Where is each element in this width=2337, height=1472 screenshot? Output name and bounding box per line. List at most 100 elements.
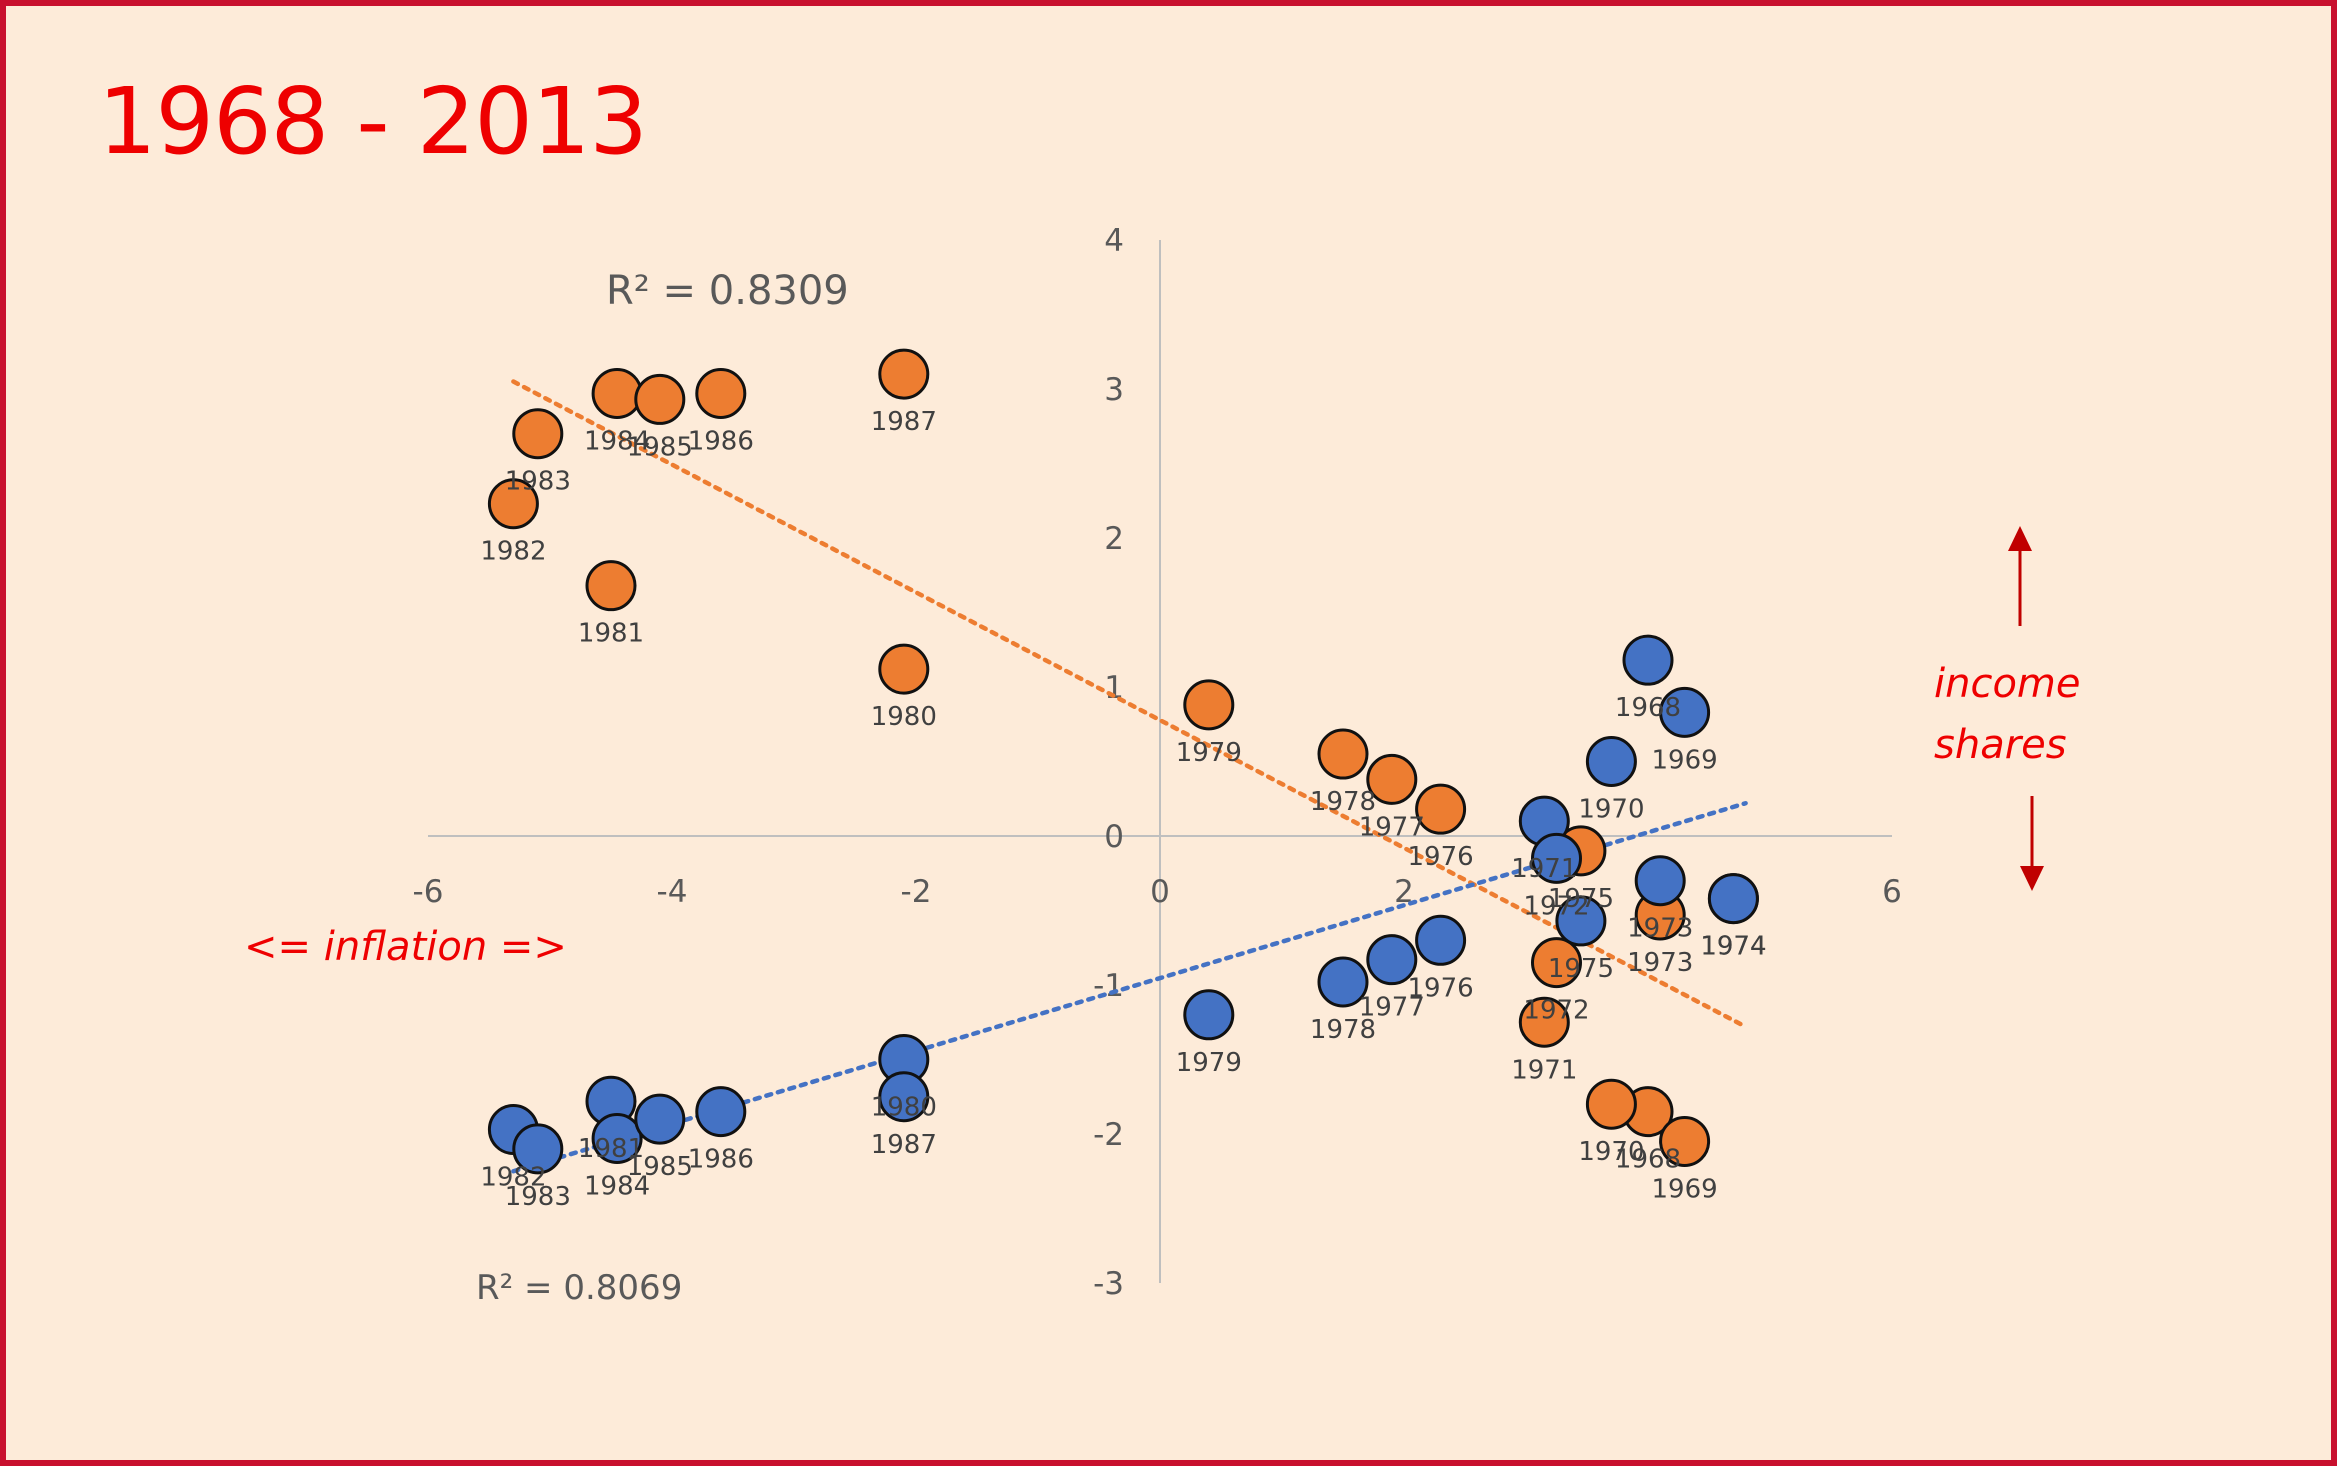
point-label-blue-1979: 1979 [1176,1048,1242,1078]
down-arrow-head [2020,866,2044,891]
x-tick-label: -6 [413,874,444,910]
income-label: income [1934,661,2081,707]
point-orange-1980 [878,643,930,695]
point-blue-1973 [1634,855,1686,907]
point-label-orange-1972: 1972 [1523,996,1589,1026]
y-tick-label: -3 [1093,1266,1124,1302]
y-tick-label: -2 [1093,1117,1124,1153]
point-label-orange-1969: 1969 [1652,1174,1718,1204]
point-label-blue-1974: 1974 [1700,932,1766,962]
point-label-blue-1973: 1973 [1627,914,1693,944]
point-orange-1984 [591,367,643,419]
point-label-orange-1977: 1977 [1359,812,1425,842]
point-label-orange-1980: 1980 [871,702,937,732]
chart-title: 1968 - 2013 [98,68,648,175]
point-label-orange-1970: 1970 [1578,1137,1644,1167]
point-orange-1976 [1415,783,1467,835]
point-label-orange-1971: 1971 [1511,1055,1577,1085]
point-orange-1983 [512,408,564,460]
point-label-orange-1978: 1978 [1310,787,1376,817]
up-arrow-head [2008,526,2032,551]
r2-blue-label: R² = 0.8069 [476,1268,683,1308]
x-tick-label: 0 [1150,874,1170,910]
point-label-orange-1976: 1976 [1408,842,1474,872]
point-blue-1987 [878,1071,930,1123]
point-label-orange-1974: 1974 [1700,932,1766,962]
point-label-blue-1968: 1968 [1615,693,1681,723]
point-blue-1968 [1622,634,1674,686]
y-tick-label: -1 [1093,968,1124,1004]
point-blue-1985 [634,1093,686,1145]
point-label-blue-1985: 1985 [627,1152,693,1182]
point-label-blue-1970: 1970 [1578,795,1644,825]
r2-orange-label: R² = 0.8309 [606,268,849,314]
point-label-orange-1986: 1986 [688,426,754,456]
y-tick-label: 2 [1104,521,1124,557]
point-blue-1983 [512,1123,564,1175]
point-label-orange-1981: 1981 [578,619,644,649]
point-label-blue-1971: 1971 [1511,854,1577,884]
point-label-blue-1972: 1972 [1523,891,1589,921]
income-arrows [2008,526,2044,891]
y-tick-label: 3 [1104,372,1124,408]
point-labels: 1968196919701971197219731974197519761977… [480,407,1766,1212]
point-label-blue-1976: 1976 [1408,973,1474,1003]
point-orange-1985 [634,373,686,425]
x-tick-label: 6 [1882,874,1902,910]
point-blue-1984 [591,1112,643,1164]
point-label-blue-1983: 1983 [505,1182,571,1212]
point-orange-1982 [487,478,539,530]
point-orange-1970 [1585,1078,1637,1130]
y-tick-label: 4 [1104,223,1124,259]
point-orange-1969 [1659,1115,1711,1167]
point-blue-1975 [1555,895,1607,947]
point-label-orange-1987: 1987 [871,407,937,437]
point-orange-1978 [1317,728,1369,780]
point-blue-1969 [1659,686,1711,738]
trendline-orange [511,379,1748,1029]
point-label-orange-1973: 1973 [1627,948,1693,978]
point-label-orange-1975: 1975 [1548,884,1614,914]
point-label-blue-1981: 1981 [578,1134,644,1164]
shares-label: shares [1934,722,2067,768]
point-label-orange-1984: 1984 [584,426,650,456]
inflation-label: <= inflation => [244,924,567,970]
point-label-blue-1982: 1982 [480,1163,546,1193]
x-tick-label: -4 [657,874,688,910]
point-label-blue-1980: 1980 [871,1093,937,1123]
point-blue-1976 [1415,914,1467,966]
point-label-orange-1983: 1983 [505,467,571,497]
point-orange-1979 [1183,679,1235,731]
point-label-blue-1984: 1984 [584,1171,650,1201]
x-tick-label: -2 [901,874,932,910]
data-points [487,348,1759,1175]
point-label-orange-1985: 1985 [627,432,693,462]
x-tick-label: 2 [1394,874,1414,910]
point-label-blue-1975: 1975 [1548,954,1614,984]
point-blue-1978 [1317,956,1369,1008]
point-label-blue-1969: 1969 [1652,745,1718,775]
point-blue-1986 [695,1086,747,1138]
point-blue-1979 [1183,989,1235,1041]
point-blue-1974 [1707,873,1759,925]
trendlines [511,379,1748,1174]
point-label-orange-1982: 1982 [480,537,546,567]
point-label-blue-1986: 1986 [688,1145,754,1175]
point-label-orange-1968: 1968 [1615,1145,1681,1175]
point-label-orange-1979: 1979 [1176,738,1242,768]
point-label-blue-1978: 1978 [1310,1015,1376,1045]
point-orange-1977 [1366,753,1418,805]
point-orange-1971 [1518,996,1570,1048]
point-blue-1970 [1585,736,1637,787]
point-orange-1986 [695,367,747,419]
y-tick-label: 0 [1104,819,1124,855]
point-blue-1977 [1366,934,1418,986]
point-label-blue-1977: 1977 [1359,993,1425,1023]
point-orange-1972 [1531,937,1582,989]
point-orange-1981 [585,560,637,612]
point-blue-1972 [1531,832,1582,884]
point-orange-1987 [878,348,930,400]
